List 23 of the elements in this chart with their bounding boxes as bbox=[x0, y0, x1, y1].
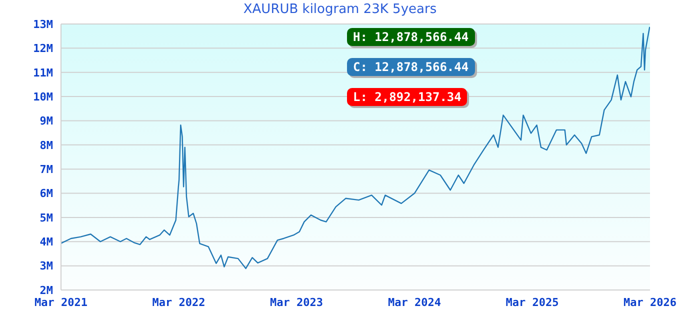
x-tick-label: Mar 2023 bbox=[270, 296, 323, 309]
x-tick-label: Mar 2026 bbox=[624, 296, 677, 309]
y-tick-label: 2M bbox=[40, 284, 54, 297]
y-tick-label: 9M bbox=[40, 114, 54, 128]
x-tick-label: Mar 2022 bbox=[152, 296, 206, 309]
x-tick-label: Mar 2021 bbox=[34, 296, 88, 309]
y-tick-label: 7M bbox=[40, 162, 54, 176]
annotation: H: 12,878,566.44 bbox=[347, 28, 475, 46]
y-tick-label: 5M bbox=[40, 211, 54, 224]
y-tick-label: 12M bbox=[33, 42, 54, 56]
y-tick-label: 10M bbox=[33, 90, 54, 104]
x-tick-label: Mar 2025 bbox=[506, 296, 559, 309]
line-series bbox=[61, 26, 650, 270]
chart-title: XAURUB kilogram 23K 5years bbox=[242, 2, 438, 17]
annotation: C: 12,878,566.44 bbox=[347, 58, 475, 76]
y-tick-label: 8M bbox=[40, 138, 54, 152]
x-tick-label: Mar 2024 bbox=[388, 296, 442, 309]
y-tick-label: 6M bbox=[40, 187, 54, 200]
y-tick-label: 3M bbox=[40, 260, 54, 273]
annotation: L: 2,892,137.34 bbox=[347, 88, 468, 106]
y-tick-label: 11M bbox=[33, 66, 54, 80]
y-tick-label: 13M bbox=[33, 18, 54, 31]
y-tick-label: 4M bbox=[40, 236, 54, 249]
